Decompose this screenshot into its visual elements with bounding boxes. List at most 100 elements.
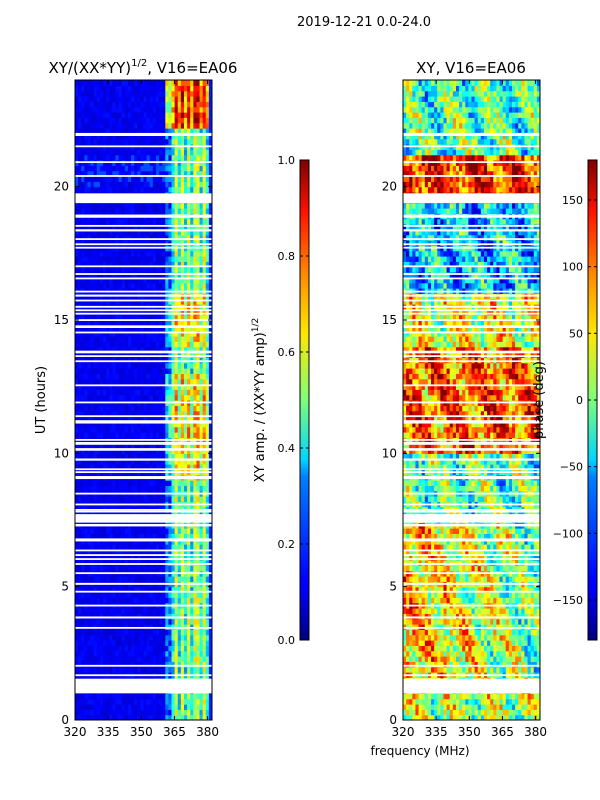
amplitude-cell [187, 122, 191, 129]
amplitude-cell [187, 416, 191, 422]
amplitude-cell [106, 170, 110, 177]
amplitude-cell [168, 496, 173, 502]
amplitude-cell [134, 656, 138, 662]
amplitude-cell [190, 170, 194, 177]
amplitude-cell [109, 266, 113, 273]
amplitude-cell [165, 336, 170, 342]
amplitude-cell [143, 325, 148, 332]
amplitude-cell [183, 330, 188, 337]
amplitude-cell [140, 384, 145, 390]
amplitude-cell [196, 256, 201, 262]
amplitude-cell [162, 618, 166, 625]
amplitude-cell [146, 341, 151, 348]
amplitude-cell [146, 410, 151, 417]
amplitude-cell [208, 122, 212, 129]
amplitude-cell [84, 240, 89, 246]
amplitude-cell [134, 704, 138, 710]
amplitude-cell [187, 549, 191, 556]
amplitude-cell [75, 133, 79, 140]
amplitude-cell [187, 368, 191, 374]
amplitude-cell [124, 384, 129, 390]
amplitude-cell [174, 357, 179, 364]
amplitude-cell [81, 282, 85, 289]
amplitude-cell [131, 336, 135, 342]
amplitude-cell [174, 597, 179, 604]
amplitude-cell [118, 154, 123, 161]
amplitude-cell [183, 202, 188, 209]
amplitude-cell [78, 384, 82, 390]
amplitude-cell [180, 389, 185, 396]
amplitude-cell [193, 240, 198, 246]
amplitude-cell [140, 405, 145, 412]
amplitude-cell [118, 565, 123, 572]
amplitude-cell [140, 229, 145, 236]
amplitude-cell [115, 416, 120, 422]
amplitude-cell [121, 208, 126, 214]
amplitude-cell [112, 389, 117, 396]
amplitude-cell [140, 629, 145, 636]
amplitude-cell [180, 565, 185, 572]
amplitude-cell [90, 298, 95, 305]
amplitude-cell [93, 186, 98, 193]
amplitude-cell [174, 378, 179, 385]
amplitude-cell [127, 112, 132, 118]
amplitude-cell [177, 704, 182, 710]
amplitude-cell [177, 485, 182, 492]
amplitude-cell [75, 714, 79, 720]
amplitude-cell [183, 234, 188, 241]
amplitude-cell [75, 480, 79, 486]
amplitude-cell [84, 426, 89, 433]
amplitude-cell [177, 336, 182, 342]
amplitude-cell [140, 624, 145, 630]
amplitude-cell [193, 496, 198, 502]
amplitude-cell [121, 592, 126, 598]
amplitude-cell [78, 448, 82, 454]
amplitude-cell [127, 442, 132, 449]
amplitude-cell [103, 320, 107, 326]
amplitude-cell [103, 272, 107, 278]
amplitude-cell [199, 224, 204, 230]
amplitude-cell [162, 266, 166, 273]
amplitude-cell [199, 634, 204, 641]
amplitude-cell [162, 442, 166, 449]
amplitude-cell [118, 357, 123, 364]
amplitude-cell [78, 128, 82, 134]
amplitude-cell [103, 181, 107, 188]
amplitude-cell [183, 325, 188, 332]
amplitude-cell [162, 240, 166, 246]
amplitude-cell [180, 533, 185, 540]
amplitude-cell [205, 165, 210, 172]
amplitude-cell [131, 128, 135, 134]
amplitude-cell [187, 661, 191, 668]
amplitude-cell [131, 698, 135, 705]
amplitude-cell [208, 250, 212, 257]
amplitude-cell [127, 528, 132, 534]
amplitude-cell [193, 597, 198, 604]
amplitude-cell [81, 618, 85, 625]
amplitude-cell [90, 154, 95, 161]
amplitude-cell [193, 298, 198, 305]
amplitude-cell [190, 661, 194, 668]
amplitude-cell [78, 378, 82, 385]
amplitude-cell [162, 709, 166, 716]
amplitude-cell [96, 378, 101, 385]
amplitude-cell [121, 554, 126, 561]
amplitude-cell [208, 544, 212, 550]
amplitude-cell [193, 170, 198, 177]
amplitude-cell [208, 165, 212, 172]
amplitude-cell [171, 560, 176, 566]
amplitude-cell [84, 352, 89, 358]
amplitude-cell [118, 117, 123, 124]
amplitude-cell [78, 165, 82, 172]
amplitude-cell [127, 261, 132, 268]
amplitude-cell [143, 266, 148, 273]
amplitude-cell [87, 341, 92, 348]
amplitude-cell [134, 666, 138, 673]
amplitude-cell [165, 272, 170, 278]
amplitude-cell [155, 314, 160, 321]
amplitude-cell [124, 218, 129, 225]
amplitude-cell [208, 565, 212, 572]
amplitude-cell [87, 122, 92, 129]
amplitude-cell [183, 282, 188, 289]
amplitude-cell [146, 650, 151, 657]
